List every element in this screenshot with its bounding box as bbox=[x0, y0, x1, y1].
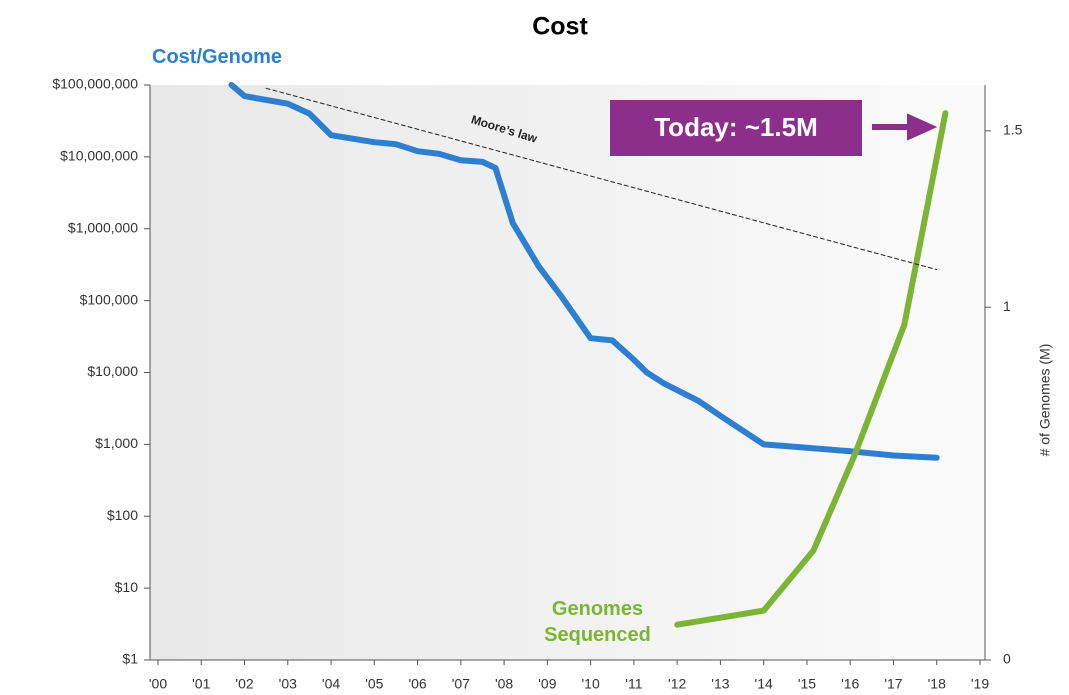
y-tick-label: $10 bbox=[115, 579, 139, 595]
y2-tick-label: 0 bbox=[1003, 651, 1011, 667]
x-tick-label: '15 bbox=[798, 676, 816, 692]
x-tick-label: '19 bbox=[971, 676, 989, 692]
annotation-arrow bbox=[872, 113, 938, 141]
x-tick-label: '18 bbox=[928, 676, 946, 692]
x-tick-label: '10 bbox=[582, 676, 600, 692]
x-tick-label: '02 bbox=[235, 676, 253, 692]
x-tick-label: '14 bbox=[755, 676, 773, 692]
y-tick-label: $1 bbox=[122, 651, 138, 667]
x-tick-label: '00 bbox=[149, 676, 167, 692]
x-tick-label: '12 bbox=[668, 676, 686, 692]
y-tick-label: $10,000 bbox=[87, 363, 138, 379]
x-tick-label: '04 bbox=[322, 676, 340, 692]
x-tick-label: '07 bbox=[452, 676, 470, 692]
x-tick-label: '13 bbox=[711, 676, 729, 692]
x-tick-label: '09 bbox=[538, 676, 556, 692]
y-tick-label: $100 bbox=[107, 507, 138, 523]
x-tick-label: '16 bbox=[841, 676, 859, 692]
x-tick-label: '11 bbox=[625, 676, 642, 692]
x-tick-label: '08 bbox=[495, 676, 513, 692]
x-tick-label: '06 bbox=[408, 676, 426, 692]
y2-tick-label: 1.5 bbox=[1003, 122, 1023, 138]
annotation: Today: ~1.5M bbox=[654, 112, 818, 142]
y-tick-label: $1,000 bbox=[95, 435, 138, 451]
x-tick-label: '17 bbox=[884, 676, 902, 692]
series-line bbox=[674, 110, 949, 628]
plot-background bbox=[150, 85, 985, 660]
x-tick-label: '03 bbox=[279, 676, 297, 692]
series-label: Genomes Sequenced bbox=[544, 598, 651, 646]
y-tick-label: $1,000,000 bbox=[68, 219, 138, 235]
chart-title: Cost bbox=[532, 13, 588, 41]
x-tick-label: '05 bbox=[365, 676, 383, 692]
y2-axis-label: # of Genomes (M) bbox=[1037, 344, 1053, 457]
series-line bbox=[228, 82, 940, 461]
y-tick-label: $100,000,000 bbox=[52, 76, 138, 92]
annotation-box bbox=[610, 100, 862, 156]
series-line bbox=[265, 87, 938, 271]
series-label: Cost/Genome bbox=[152, 46, 283, 68]
x-tick-label: '01 bbox=[192, 676, 210, 692]
y2-tick-label: 1 bbox=[1003, 298, 1011, 314]
y-tick-label: $100,000 bbox=[80, 291, 139, 307]
y-tick-label: $10,000,000 bbox=[60, 148, 138, 164]
